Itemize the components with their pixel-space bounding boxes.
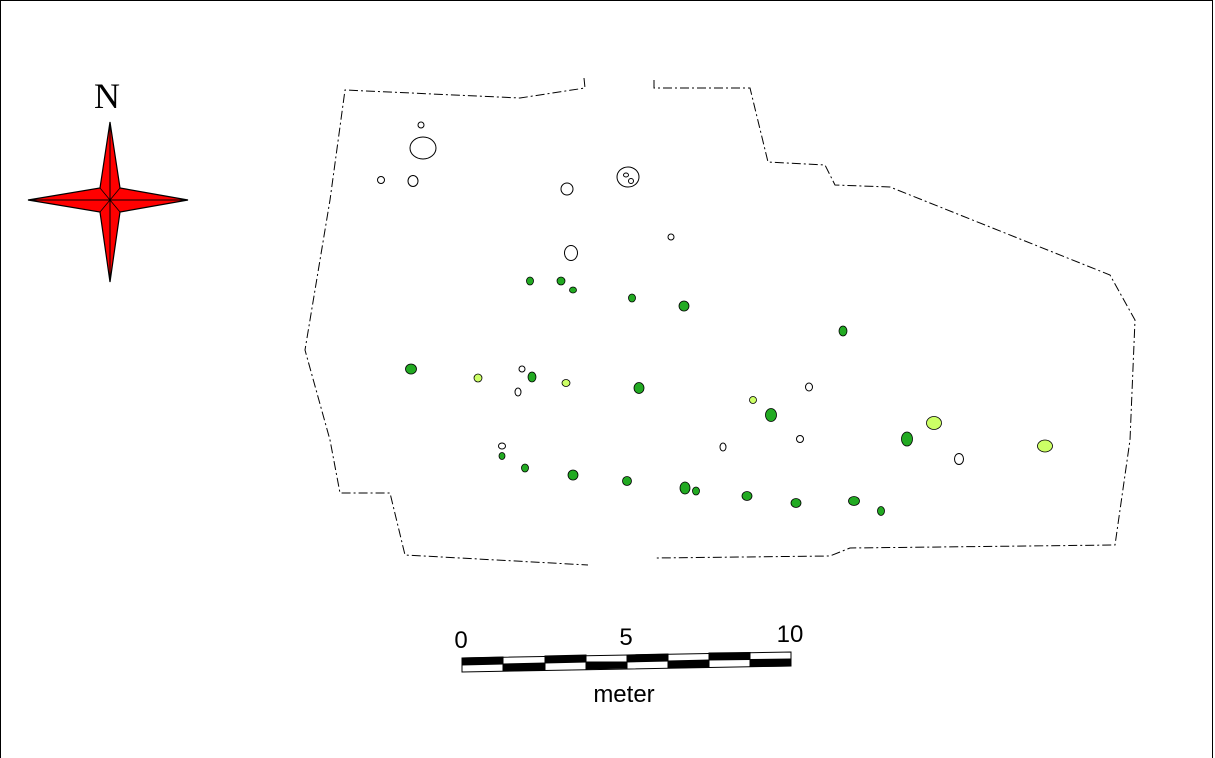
light-green-feature bbox=[561, 379, 571, 387]
green-features bbox=[405, 276, 913, 516]
boundary-east-section bbox=[653, 80, 1136, 559]
white-feature bbox=[628, 178, 634, 184]
green-feature bbox=[678, 300, 690, 312]
white-feature bbox=[417, 121, 425, 129]
white-feature bbox=[623, 172, 629, 178]
light-green-feature bbox=[1037, 439, 1053, 453]
white-feature bbox=[514, 387, 522, 397]
light-green-feature bbox=[926, 416, 942, 430]
green-feature bbox=[569, 286, 577, 294]
site-boundary bbox=[304, 77, 1136, 566]
green-feature bbox=[877, 506, 885, 516]
scale-label-0: 0 bbox=[454, 627, 467, 654]
white-feature bbox=[407, 175, 419, 187]
green-feature bbox=[633, 382, 645, 394]
green-feature bbox=[679, 481, 691, 495]
white-feature bbox=[498, 442, 506, 450]
scale-bar-segments bbox=[461, 651, 792, 673]
white-feature bbox=[805, 382, 813, 392]
scale-bar: 0 5 10 meter bbox=[454, 621, 803, 708]
white-features bbox=[377, 121, 964, 465]
north-letter: N bbox=[94, 76, 120, 116]
white-feature bbox=[667, 233, 675, 241]
green-feature bbox=[692, 486, 700, 496]
green-feature bbox=[901, 431, 913, 447]
scale-label-10: 10 bbox=[777, 621, 804, 648]
white-feature bbox=[564, 245, 578, 261]
green-feature bbox=[628, 293, 636, 303]
green-feature bbox=[567, 469, 579, 481]
white-feature bbox=[409, 136, 437, 160]
green-feature bbox=[405, 363, 417, 375]
green-feature bbox=[527, 371, 537, 383]
boundary-west-section bbox=[304, 77, 589, 566]
white-feature bbox=[954, 453, 964, 465]
green-feature bbox=[765, 408, 777, 422]
green-feature bbox=[741, 491, 753, 501]
compass-rose-icon bbox=[27, 121, 189, 283]
white-feature bbox=[796, 435, 804, 443]
light-green-feature bbox=[473, 373, 483, 383]
green-feature bbox=[838, 325, 848, 337]
green-feature bbox=[848, 496, 860, 506]
light-green-feature bbox=[749, 396, 757, 404]
north-arrow: N bbox=[27, 76, 189, 283]
green-feature bbox=[556, 276, 566, 286]
light-green-features bbox=[473, 373, 1053, 453]
white-feature bbox=[518, 365, 526, 373]
white-feature bbox=[719, 442, 727, 452]
white-feature bbox=[560, 182, 574, 196]
green-feature bbox=[526, 276, 534, 286]
green-feature bbox=[498, 452, 506, 460]
white-feature bbox=[377, 176, 385, 184]
scale-label-5: 5 bbox=[619, 624, 632, 651]
green-feature bbox=[521, 463, 529, 473]
green-feature bbox=[790, 498, 802, 508]
green-feature bbox=[622, 476, 632, 486]
scale-unit-label: meter bbox=[593, 681, 654, 708]
